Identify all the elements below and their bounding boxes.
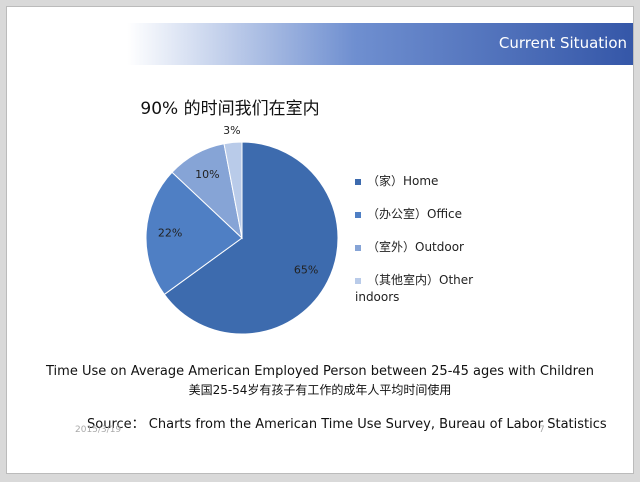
legend-swatch <box>355 211 361 218</box>
slide: Current Situation 90% 的时间我们在室内 65% 22% 10%… <box>6 6 634 474</box>
caption: Time Use on Average American Employed Pe… <box>46 364 594 379</box>
chart: 90% 的时间我们在室内 65% 22% 10% 3% <box>140 99 339 335</box>
pie-slice <box>145 171 243 296</box>
caption: 美国25-54岁有孩子有工作的成年人平均时间使用 <box>188 383 452 397</box>
legend-label: （室外）Outdoor <box>367 240 464 254</box>
pie-slice <box>163 141 339 335</box>
legend-label: （其他室内）Other indoors <box>355 273 474 304</box>
legend-item: （办公室）Office <box>355 206 475 223</box>
data-label: 10% <box>195 168 219 181</box>
legend-label: （办公室）Office <box>367 207 463 221</box>
pie-slice <box>223 141 243 239</box>
data-label: 22% <box>158 226 182 239</box>
source: Source： Charts from the American Time Us… <box>87 417 607 432</box>
data-label: 3% <box>223 124 240 137</box>
date: 2015/3/19 <box>75 425 122 435</box>
legend-item: （家）Home <box>355 173 475 190</box>
chart-title: 90% 的时间我们在室内 <box>140 99 319 119</box>
page-number: 7 <box>539 425 545 435</box>
header-bar: Current Situation <box>127 23 633 65</box>
legend-item: （其他室内）Other indoors <box>355 272 475 306</box>
legend-label: （家）Home <box>367 174 439 188</box>
legend-item: （室外）Outdoor <box>355 239 475 256</box>
header-title: Current Situation <box>498 34 627 52</box>
legend-swatch <box>355 178 361 185</box>
data-label: 65% <box>294 264 318 277</box>
legend-swatch <box>355 277 361 284</box>
legend-swatch <box>355 244 361 251</box>
